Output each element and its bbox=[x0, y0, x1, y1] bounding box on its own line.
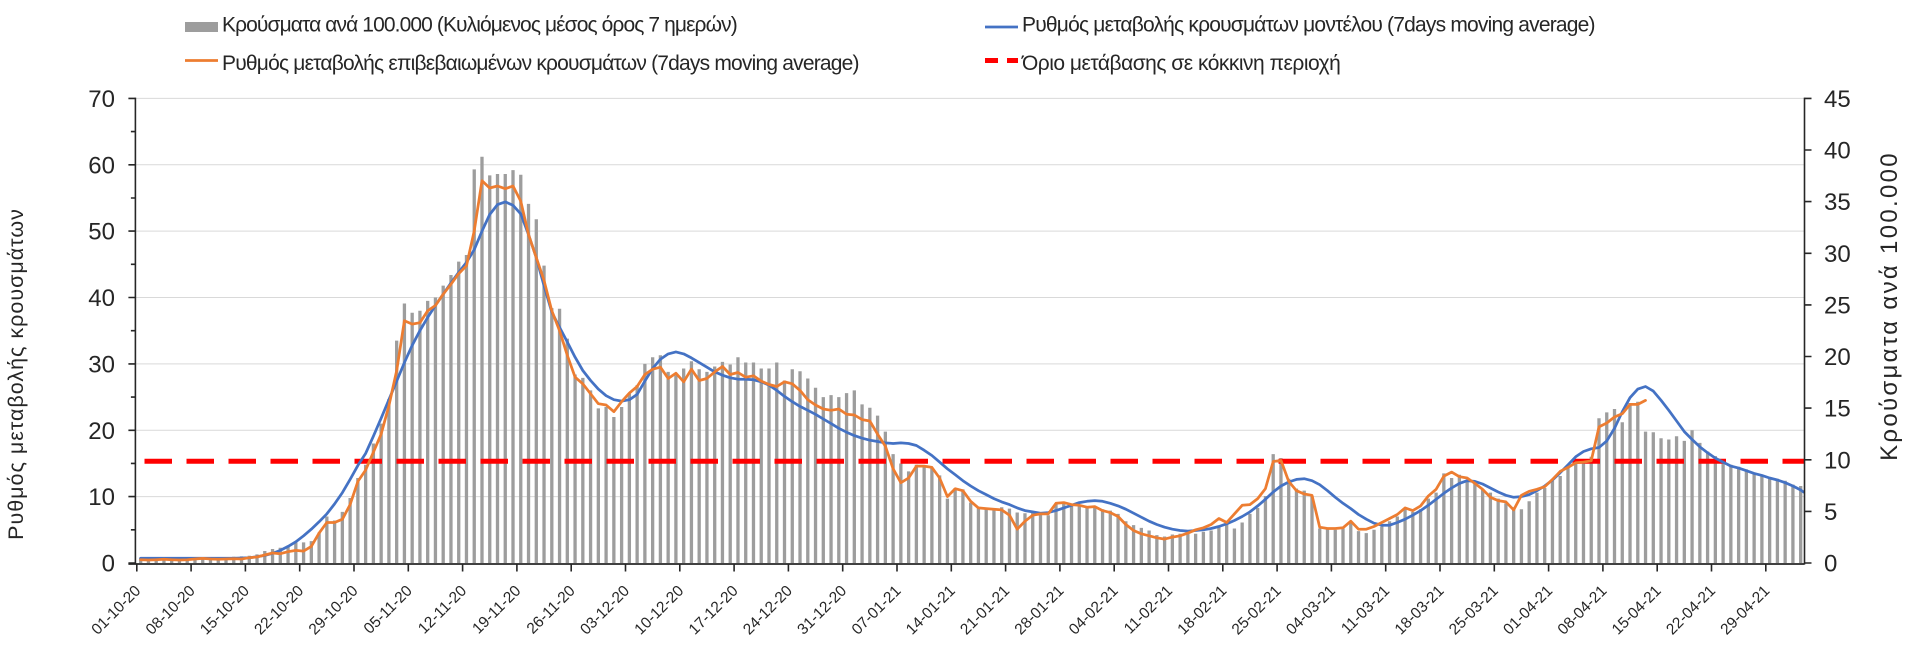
svg-text:30: 30 bbox=[1824, 241, 1851, 268]
svg-text:10: 10 bbox=[88, 484, 115, 511]
svg-text:5: 5 bbox=[1824, 499, 1837, 526]
svg-text:Κρούσματα ανά 100.000 (Κυλιόμε: Κρούσματα ανά 100.000 (Κυλιόμενος μέσος … bbox=[222, 14, 737, 37]
svg-text:45: 45 bbox=[1824, 86, 1851, 113]
svg-text:35: 35 bbox=[1824, 189, 1851, 216]
svg-text:15: 15 bbox=[1824, 396, 1851, 423]
svg-text:60: 60 bbox=[88, 152, 115, 179]
svg-text:30: 30 bbox=[88, 351, 115, 378]
svg-text:25: 25 bbox=[1824, 292, 1851, 319]
svg-text:50: 50 bbox=[88, 219, 115, 246]
svg-text:10: 10 bbox=[1824, 447, 1851, 474]
svg-text:70: 70 bbox=[88, 86, 115, 113]
svg-text:40: 40 bbox=[88, 285, 115, 312]
svg-text:20: 20 bbox=[88, 418, 115, 445]
svg-text:Κρούσματα ανά 100.000: Κρούσματα ανά 100.000 bbox=[1876, 151, 1903, 461]
svg-text:20: 20 bbox=[1824, 344, 1851, 371]
svg-text:0: 0 bbox=[102, 551, 115, 578]
svg-text:Ρυθμός μεταβολής κρουσμάτων μο: Ρυθμός μεταβολής κρουσμάτων μοντέλου (7d… bbox=[1022, 14, 1595, 37]
svg-text:0: 0 bbox=[1824, 551, 1837, 578]
svg-text:Ρυθμός μεταβολής κρουσμάτων: Ρυθμός μεταβολής κρουσμάτων bbox=[4, 208, 28, 540]
svg-text:Όριο μετάβασης σε κόκκινη περι: Όριο μετάβασης σε κόκκινη περιοχή bbox=[1021, 52, 1340, 75]
svg-text:40: 40 bbox=[1824, 138, 1851, 165]
svg-text:Ρυθμός μεταβολής επιβεβαιωμένω: Ρυθμός μεταβολής επιβεβαιωμένων κρουσμάτ… bbox=[222, 52, 859, 75]
